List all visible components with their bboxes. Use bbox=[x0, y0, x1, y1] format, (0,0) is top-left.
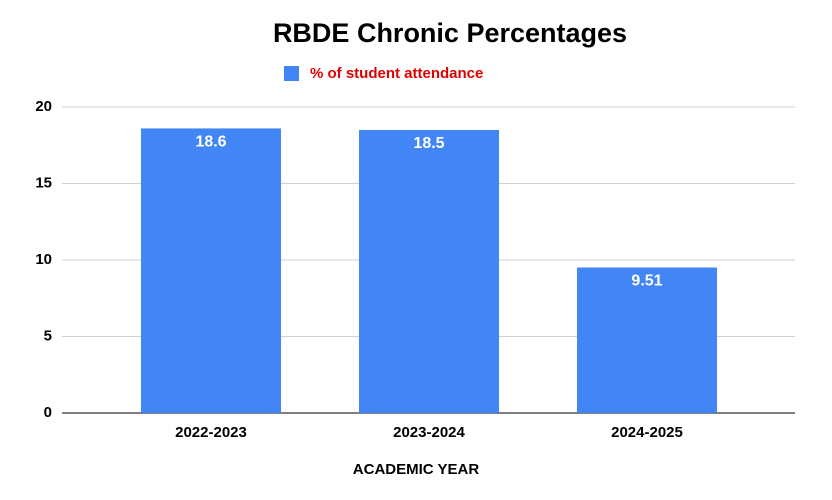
value-label: 18.5 bbox=[413, 135, 444, 152]
value-label: 9.51 bbox=[631, 273, 662, 290]
legend-text: % of student attendance bbox=[310, 65, 483, 82]
x-tick-label: 2024-2025 bbox=[611, 424, 683, 441]
y-tick-label: 5 bbox=[44, 327, 52, 344]
y-tick-label: 0 bbox=[44, 404, 52, 421]
value-label: 18.6 bbox=[195, 134, 226, 151]
y-tick-label: 15 bbox=[35, 174, 52, 191]
x-axis-title: ACADEMIC YEAR bbox=[353, 461, 480, 478]
y-tick-label: 10 bbox=[35, 251, 52, 268]
x-tick-label: 2022-2023 bbox=[175, 424, 247, 441]
x-tick-label: 2023-2024 bbox=[393, 424, 465, 441]
legend-swatch bbox=[284, 66, 299, 81]
y-tick-label: 20 bbox=[35, 98, 52, 115]
bar bbox=[141, 128, 281, 414]
bar bbox=[359, 129, 499, 413]
bar bbox=[577, 267, 717, 413]
chart-title: RBDE Chronic Percentages bbox=[273, 18, 627, 48]
